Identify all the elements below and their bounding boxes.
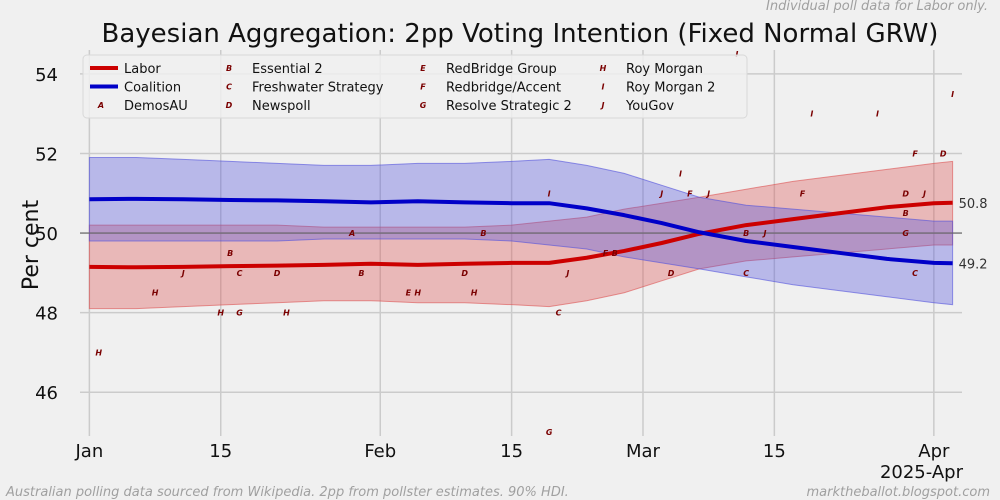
legend-marker-j: J: [600, 101, 605, 110]
poll-marker: D: [668, 269, 675, 278]
labor-end-label: 50.8: [959, 197, 988, 212]
coalition-end-label: 49.2: [959, 257, 988, 272]
x-tick-label: 15: [500, 441, 523, 462]
poll-marker: G: [546, 428, 553, 437]
x-tick-label: Apr: [918, 441, 950, 462]
source-note: Australian polling data sourced from Wik…: [5, 485, 569, 500]
coalition-hdi-band: [88, 156, 954, 306]
legend-marker-c: C: [226, 83, 232, 92]
y-tick-label: 52: [35, 144, 58, 165]
legend-label: Roy Morgan: [626, 62, 703, 77]
series-lines: [89, 196, 953, 270]
poll-marker: F: [912, 149, 918, 158]
y-tick-label: 54: [35, 65, 58, 86]
poll-marker: D: [902, 189, 909, 198]
poll-marker: A: [348, 229, 355, 238]
legend-label: DemosAU: [124, 99, 188, 114]
poll-marker: I: [876, 110, 879, 119]
poll-marker: C: [556, 309, 562, 318]
poll-marker: H: [152, 289, 159, 298]
legend-marker-d: D: [226, 101, 233, 110]
legend-marker-g: G: [420, 101, 427, 110]
poll-marker: B: [743, 229, 749, 238]
poll-marker: B: [480, 229, 486, 238]
legend-box: [82, 54, 748, 119]
x-axis-ticks: Jan 15 Feb 15 Mar 15 Apr: [75, 441, 951, 462]
y-tick-label: 48: [35, 304, 58, 325]
poll-marker: H: [95, 348, 102, 357]
legend-marker-e: E: [420, 64, 426, 73]
legend-label: YouGov: [625, 99, 674, 114]
poll-marker: G: [236, 309, 243, 318]
coalition-line: [89, 196, 953, 266]
legend-label: Roy Morgan 2: [626, 81, 715, 96]
x-tick-label: Feb: [364, 441, 396, 462]
poll-marker: I: [735, 50, 738, 59]
poll-marker: C: [237, 269, 243, 278]
poll-marker: F: [687, 189, 693, 198]
poll-marker: H: [471, 289, 478, 298]
poll-marker: C: [743, 269, 749, 278]
labor-line: [89, 200, 953, 270]
poll-marker: H: [283, 309, 290, 318]
legend: Labor Coalition A DemosAU B Essential 2 C Fresh…: [82, 54, 748, 119]
poll-marker: B: [612, 249, 618, 258]
top-note: Individual poll data for Labor only.: [766, 0, 988, 14]
poll-marker: D: [461, 269, 468, 278]
x-tick-label: 15: [209, 441, 232, 462]
legend-marker-f: F: [420, 83, 426, 92]
poll-marker: B: [227, 249, 233, 258]
y-axis-ticks: 46 48 50 52 54: [35, 65, 58, 404]
poll-marker: G: [902, 229, 909, 238]
legend-label: Labor: [124, 62, 161, 77]
x-axis-label: 2025-Apr: [880, 462, 964, 483]
y-tick-label: 50: [35, 224, 58, 245]
legend-marker-b: B: [226, 64, 232, 73]
blog-credit: marktheballot.blogspot.com: [806, 485, 990, 500]
poll-marker: B: [903, 209, 909, 218]
chart-title: Bayesian Aggregation: 2pp Voting Intenti…: [102, 19, 939, 49]
legend-marker-i: I: [602, 83, 605, 92]
legend-marker-h: H: [600, 64, 607, 73]
end-labels: 50.8 49.2: [959, 197, 988, 272]
poll-marker: J: [761, 229, 766, 238]
poll-marker: J: [658, 189, 663, 198]
legend-marker-a: A: [97, 101, 104, 110]
legend-label: Redbridge/Accent: [446, 81, 561, 96]
poll-marker: J: [705, 189, 710, 198]
poll-marker: D: [940, 149, 947, 158]
legend-label: Resolve Strategic 2: [446, 99, 572, 114]
poll-marker: F: [603, 249, 609, 258]
legend-label: Freshwater Strategy: [252, 81, 384, 96]
poll-marker: I: [810, 110, 813, 119]
poll-marker: H: [217, 309, 224, 318]
y-tick-label: 46: [35, 383, 58, 404]
x-tick-label: Jan: [75, 441, 104, 462]
x-tick-label: Mar: [626, 441, 661, 462]
poll-marker: H: [414, 289, 421, 298]
poll-marker: B: [358, 269, 364, 278]
hdi-bands: [88, 156, 954, 310]
legend-label: Coalition: [124, 81, 181, 96]
legend-label: Essential 2: [252, 62, 323, 77]
legend-label: Newspoll: [252, 99, 311, 114]
poll-marker: I: [548, 189, 551, 198]
poll-marker: J: [180, 269, 185, 278]
poll-marker: I: [679, 169, 682, 178]
poll-marker: I: [951, 90, 954, 99]
x-tick-label: 15: [763, 441, 786, 462]
legend-label: RedBridge Group: [446, 62, 557, 77]
poll-marker: F: [800, 189, 806, 198]
poll-marker: E: [406, 289, 412, 298]
poll-marker: C: [912, 269, 918, 278]
poll-marker: J: [921, 189, 926, 198]
y-axis-label: Per cent: [19, 200, 44, 291]
poll-marker: J: [564, 269, 569, 278]
poll-marker: D: [274, 269, 281, 278]
